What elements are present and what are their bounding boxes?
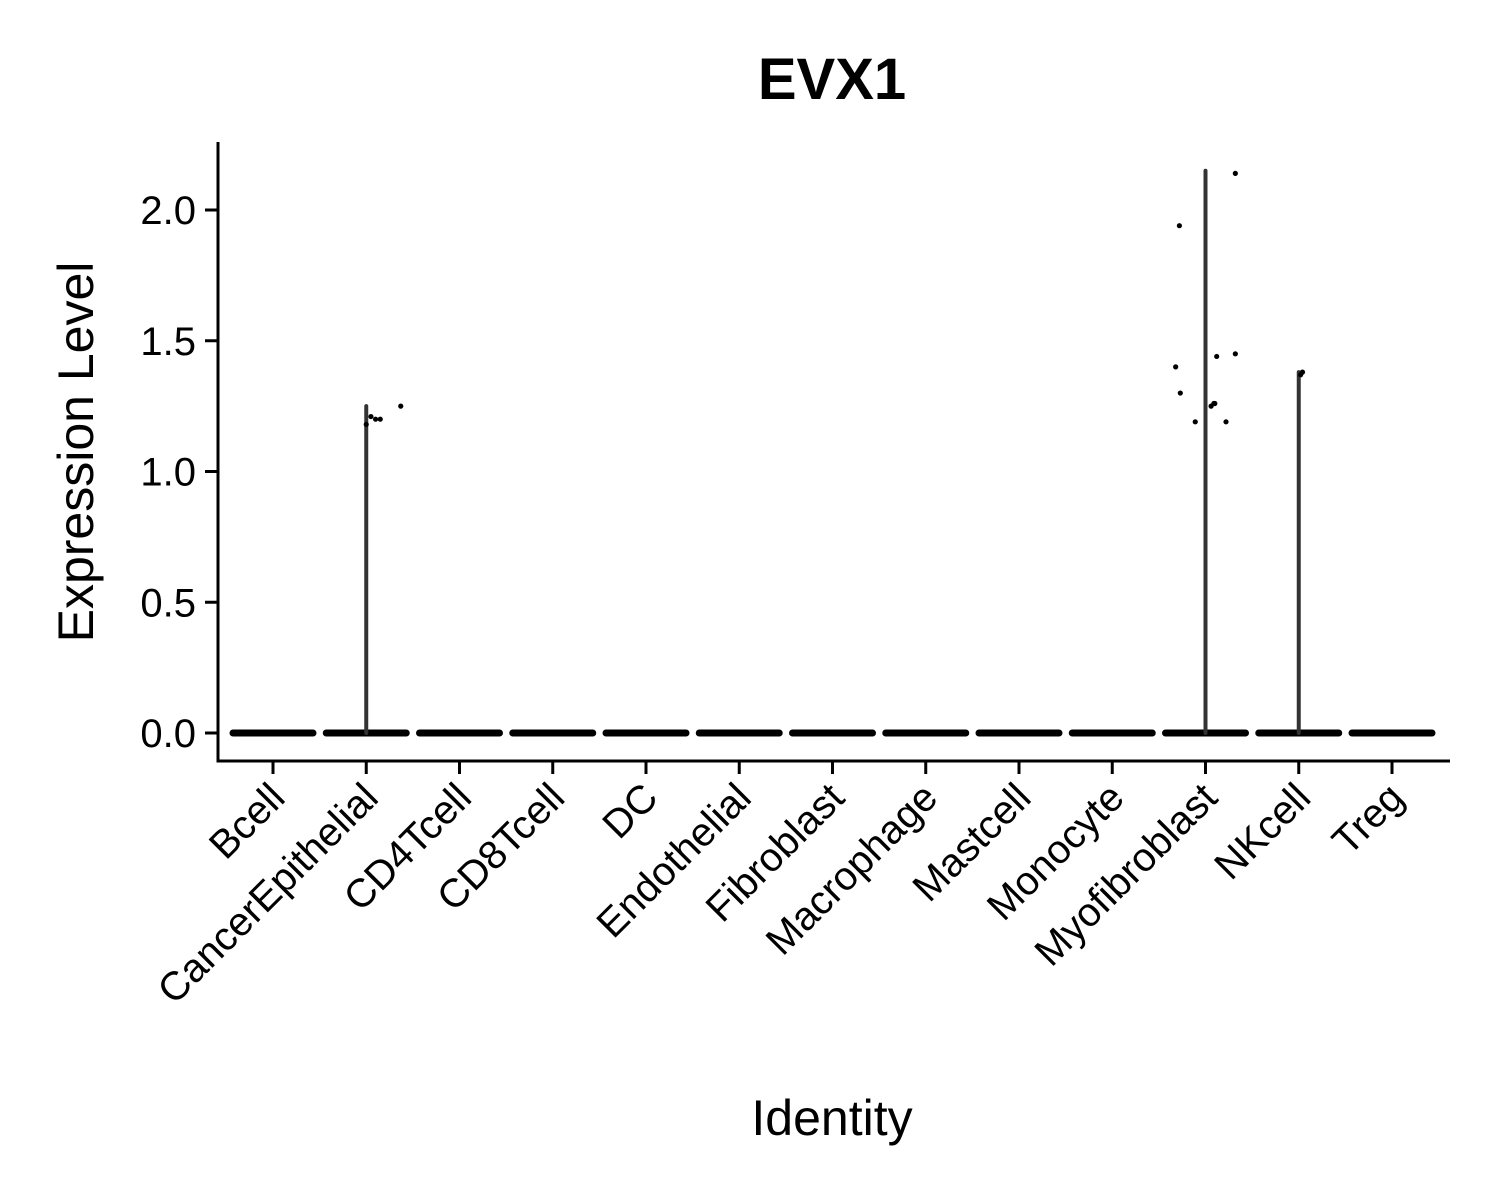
violin: [322, 404, 410, 737]
y-tick-label: 0.0: [140, 712, 196, 756]
violin: [1255, 370, 1343, 737]
data-point: [1223, 419, 1229, 425]
y-ticks: 0.0 0.5 1.0 1.5 2.0: [140, 189, 218, 756]
y-tick-label: 1.5: [140, 320, 196, 364]
data-point: [363, 421, 369, 428]
y-axis-title: Expression Level: [48, 262, 104, 643]
data-point: [1176, 223, 1182, 229]
violins: [229, 168, 1436, 737]
y-tick-label: 0.5: [140, 581, 196, 625]
violin: [1162, 168, 1249, 737]
points: [363, 170, 1306, 428]
data-point: [1232, 351, 1238, 357]
data-point: [1173, 364, 1179, 370]
data-point: [1232, 170, 1238, 176]
data-point: [1214, 353, 1220, 360]
data-point: [1212, 400, 1218, 407]
data-point: [1192, 419, 1198, 425]
y-tick-label: 2.0: [140, 189, 196, 233]
data-point: [398, 403, 404, 409]
data-point: [377, 416, 383, 422]
x-axis-title: Identity: [751, 1090, 912, 1146]
data-point: [1177, 390, 1183, 396]
x-tick-label: NKcell: [1206, 775, 1319, 888]
data-point: [372, 416, 379, 422]
x-tick-label: DC: [594, 775, 666, 847]
x-tick-label: Treg: [1324, 775, 1412, 863]
chart-title: EVX1: [758, 47, 906, 112]
data-point: [368, 413, 374, 420]
data-point: [1299, 369, 1306, 375]
y-tick-label: 1.0: [140, 451, 196, 495]
